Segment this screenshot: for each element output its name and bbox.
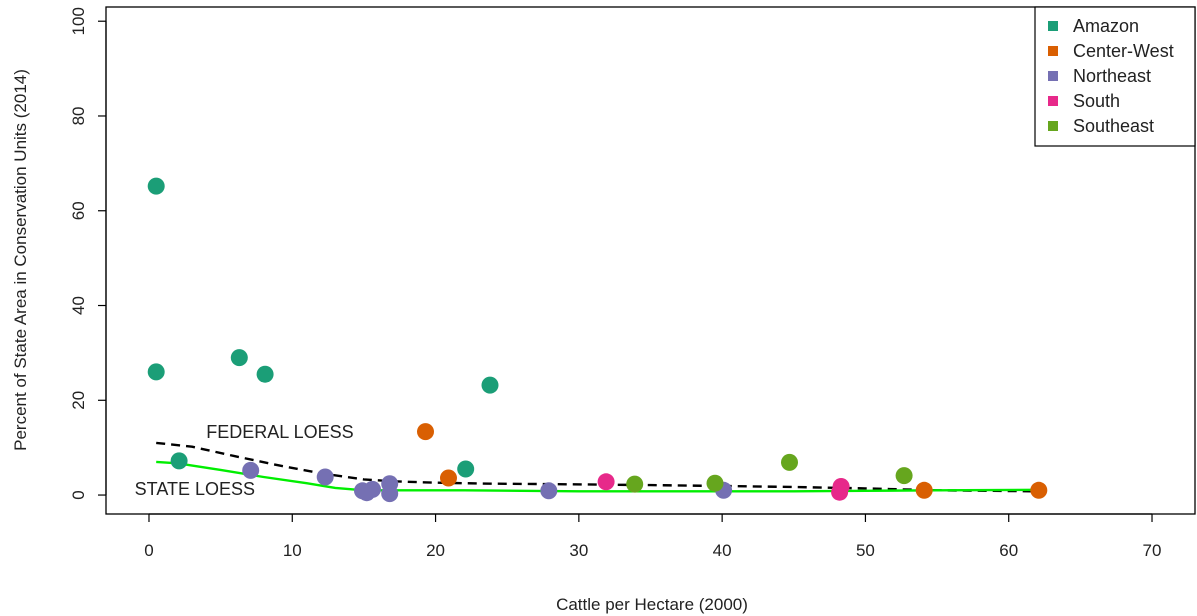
annotations: FEDERAL LOESS STATE LOESS [135, 422, 354, 499]
data-point [381, 485, 399, 503]
legend-label: Southeast [1073, 116, 1154, 136]
y-tick-label: 0 [69, 490, 88, 499]
data-point [706, 474, 724, 492]
x-tick-label: 50 [856, 541, 875, 560]
legend-label: South [1073, 91, 1120, 111]
legend-swatch [1048, 71, 1058, 81]
data-point [230, 349, 248, 367]
legend-box [1034, 6, 1196, 147]
data-point [417, 423, 434, 441]
y-tick-label: 40 [69, 296, 88, 315]
data-point [147, 177, 165, 195]
legend-swatch [1048, 96, 1058, 106]
loess-lines [156, 441, 1038, 493]
data-point [147, 363, 165, 381]
x-tick-label: 20 [426, 541, 445, 560]
y-axis-label: Percent of State Area in Conservation Un… [11, 69, 30, 451]
legend-swatch [1048, 46, 1058, 56]
y-tick-label: 20 [69, 391, 88, 410]
data-point [170, 452, 188, 470]
legend-label: Northeast [1073, 66, 1151, 86]
data-point [540, 482, 558, 500]
x-axis-label: Cattle per Hectare (2000) [556, 595, 748, 614]
data-point [316, 468, 334, 486]
data-point [597, 473, 615, 491]
y-tick-label: 100 [69, 7, 88, 35]
x-axis: 0 10 20 30 40 50 60 70 [144, 513, 1162, 560]
data-point [781, 453, 798, 471]
data-point [831, 483, 849, 501]
legend: Amazon Center-West Northeast South Southeast [1034, 6, 1196, 147]
x-tick-label: 40 [713, 541, 732, 560]
legend-label: Center-West [1073, 41, 1174, 61]
legend-swatch [1048, 121, 1058, 131]
x-tick-label: 0 [144, 541, 153, 560]
data-point [626, 475, 644, 493]
data-points [147, 177, 1048, 503]
x-tick-label: 10 [283, 541, 302, 560]
data-point [895, 467, 913, 485]
loess-line [156, 441, 1038, 493]
x-tick-label: 30 [569, 541, 588, 560]
data-point [242, 461, 260, 479]
data-point [256, 365, 274, 383]
data-point [915, 481, 933, 499]
data-point [364, 480, 381, 498]
legend-swatch [1048, 21, 1058, 31]
y-axis: 0 20 40 60 80 100 [69, 7, 107, 500]
y-tick-label: 80 [69, 107, 88, 126]
x-tick-label: 70 [1143, 541, 1162, 560]
line-annotation: FEDERAL LOESS [206, 422, 353, 442]
data-point [457, 460, 475, 478]
x-tick-label: 60 [999, 541, 1018, 560]
data-point [440, 469, 457, 487]
data-point [1030, 481, 1048, 499]
y-tick-label: 60 [69, 201, 88, 220]
data-point [481, 376, 499, 394]
legend-label: Amazon [1073, 16, 1139, 36]
line-annotation: STATE LOESS [135, 479, 255, 499]
